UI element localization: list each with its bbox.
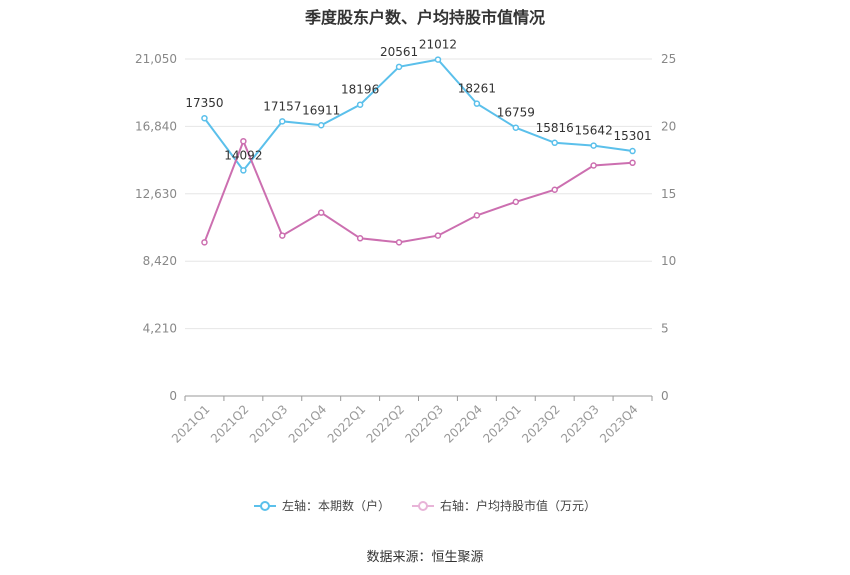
data-point	[395, 239, 403, 246]
data-point	[434, 56, 442, 63]
data-label: 15642	[575, 124, 613, 138]
x-tick-label: 2021Q3	[247, 402, 291, 446]
x-tick-label: 2023Q3	[558, 402, 602, 446]
data-label: 17157	[263, 99, 301, 113]
data-point	[201, 239, 208, 246]
data-label: 16759	[497, 106, 535, 120]
series-line-0	[203, 58, 633, 173]
data-point	[551, 139, 558, 147]
x-tick-label: 2022Q2	[364, 402, 408, 446]
data-point	[590, 142, 597, 149]
data-point	[317, 122, 325, 129]
x-tick-label: 2023Q1	[480, 402, 524, 446]
legend-swatch-households-icon	[253, 500, 276, 511]
data-point	[473, 212, 481, 219]
data-label: 14092	[224, 148, 262, 162]
grid-layer	[184, 58, 653, 401]
data-label: 15301	[613, 129, 651, 143]
x-tick-label: 2022Q3	[403, 402, 447, 446]
legend: 左轴：本期数（户） 右轴：户均持股市值（万元）	[0, 497, 850, 514]
data-point	[590, 162, 597, 169]
left-tick-label: 4,210	[143, 322, 177, 336]
data-point	[395, 63, 403, 71]
x-tick-label: 2022Q4	[441, 402, 485, 446]
data-source: 数据来源：恒生聚源	[366, 550, 484, 565]
x-axis-ticks: 2021Q12021Q22021Q32021Q42022Q12022Q22022…	[169, 402, 641, 446]
right-tick-label: 10	[661, 254, 676, 268]
legend-item-avg-value[interactable]: 右轴：户均持股市值（万元）	[412, 497, 596, 514]
data-point	[434, 232, 442, 239]
data-point	[240, 137, 247, 145]
left-tick-label: 8,420	[143, 254, 177, 268]
data-label: 18196	[341, 83, 379, 97]
legend-label-households: 左轴：本期数（户）	[281, 499, 390, 513]
left-tick-label: 12,630	[135, 187, 177, 201]
series-layer	[201, 56, 636, 246]
legend-item-households[interactable]: 左轴：本期数（户）	[253, 497, 390, 514]
right-tick-label: 5	[661, 322, 669, 336]
data-point	[473, 100, 481, 107]
data-point	[629, 159, 636, 167]
data-label: 18261	[458, 82, 496, 96]
x-tick-label: 2022Q1	[325, 402, 369, 446]
left-axis-ticks: 0 4,210 8,420 12,630 16,840 21,050	[135, 52, 177, 403]
right-tick-label: 20	[661, 119, 676, 133]
right-tick-label: 0	[661, 389, 669, 403]
left-tick-label: 16,840	[135, 119, 177, 133]
chart-title: 季度股东户数、户均持股市值情况	[304, 8, 545, 27]
x-tick-label: 2023Q2	[519, 402, 563, 446]
right-axis-ticks: 0 5 10 15 20 25	[661, 52, 676, 403]
data-point	[356, 235, 364, 242]
data-label: 20561	[380, 45, 418, 59]
left-tick-label: 0	[169, 389, 177, 403]
data-label: 21012	[419, 38, 457, 52]
data-label: 17350	[185, 96, 223, 110]
x-tick-label: 2021Q4	[286, 402, 330, 446]
legend-swatch-avg-value-icon	[412, 500, 434, 511]
data-point	[629, 147, 636, 155]
data-point	[279, 118, 286, 125]
data-point	[551, 186, 558, 194]
data-point	[240, 167, 247, 174]
right-tick-label: 15	[661, 187, 676, 201]
data-point	[512, 198, 520, 206]
x-tick-label: 2023Q4	[597, 402, 641, 446]
right-tick-label: 25	[661, 52, 676, 66]
data-point	[201, 114, 208, 122]
data-point	[512, 124, 520, 131]
data-point	[279, 232, 286, 239]
series-line-1	[203, 138, 633, 244]
data-point	[317, 209, 325, 216]
x-tick-label: 2021Q1	[169, 402, 213, 446]
left-tick-label: 21,050	[135, 52, 177, 66]
data-label: 15816	[536, 121, 574, 135]
legend-label-avg-value: 右轴：户均持股市值（万元）	[440, 499, 597, 513]
data-label: 16911	[302, 103, 340, 117]
x-tick-label: 2021Q2	[208, 402, 252, 446]
data-point	[356, 101, 364, 108]
